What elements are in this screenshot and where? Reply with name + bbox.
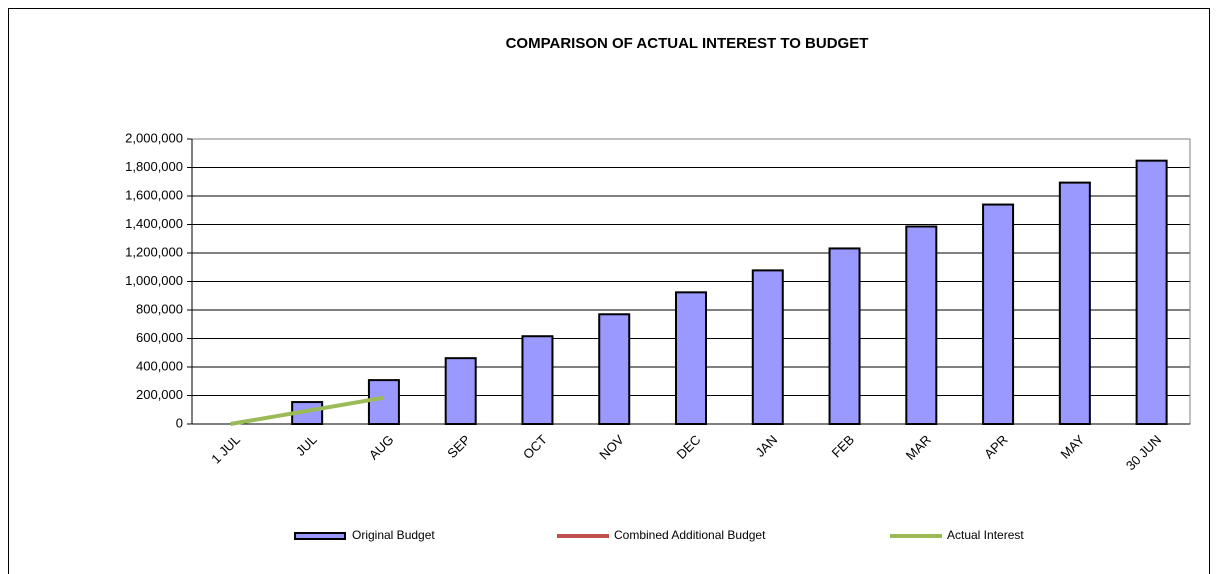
bar <box>675 291 707 425</box>
bar <box>367 379 400 425</box>
x-tick-label: MAY <box>1058 432 1088 462</box>
x-tick-label: 1 JUL <box>208 432 243 467</box>
x-tick-label: APR <box>981 432 1011 462</box>
x-tick-label: MAR <box>903 432 934 463</box>
y-tick-label: 1,400,000 <box>125 216 183 231</box>
x-tick-label: NOV <box>596 432 627 463</box>
legend-swatch <box>294 532 346 540</box>
bar <box>598 313 631 425</box>
bar <box>1135 159 1168 425</box>
x-tick-label: DEC <box>674 432 704 462</box>
y-tick-label: 0 <box>176 415 183 430</box>
y-tick-label: 400,000 <box>136 358 183 373</box>
y-tick-label: 1,600,000 <box>125 187 183 202</box>
y-tick-label: 1,200,000 <box>125 244 183 259</box>
x-tick-label: JUL <box>293 432 320 459</box>
x-tick-label: FEB <box>829 432 857 460</box>
legend-label: Combined Additional Budget <box>614 528 766 542</box>
bar <box>1058 181 1091 425</box>
legend-label: Actual Interest <box>947 528 1024 542</box>
x-tick-label: AUG <box>366 432 397 463</box>
y-tick-label: 1,800,000 <box>125 159 183 174</box>
y-tick-label: 200,000 <box>136 387 183 402</box>
line <box>230 395 385 426</box>
x-tick-label: SEP <box>444 432 473 461</box>
y-tick-label: 600,000 <box>136 330 183 345</box>
bar <box>521 335 554 425</box>
bar <box>751 269 784 426</box>
chart-title: COMPARISON OF ACTUAL INTEREST TO BUDGET <box>506 35 869 52</box>
bar <box>905 225 938 425</box>
x-tick-label: JAN <box>752 432 780 460</box>
x-tick-label: 30 JUN <box>1123 432 1164 473</box>
chart-frame <box>8 8 1210 574</box>
y-tick-label: 800,000 <box>136 301 183 316</box>
legend-label: Original Budget <box>352 528 435 542</box>
y-tick-label: 1,000,000 <box>125 273 183 288</box>
bar <box>982 203 1015 425</box>
bar <box>444 357 477 426</box>
x-tick-label: OCT <box>520 432 550 462</box>
y-tick-label: 2,000,000 <box>125 130 183 145</box>
bar <box>828 247 861 425</box>
